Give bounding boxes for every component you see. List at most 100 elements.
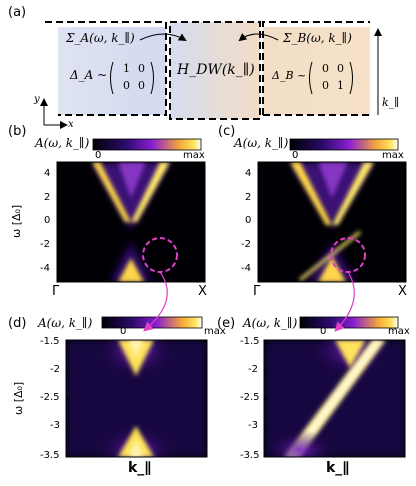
panel-b-label: (b) bbox=[8, 124, 27, 139]
panel-b-x-left: Γ bbox=[52, 284, 60, 299]
panel-d-ylabel: ω [Δ₀] bbox=[12, 381, 25, 415]
panel-b-ytick: -2 bbox=[40, 239, 50, 250]
panel-e-upper-band bbox=[335, 340, 366, 368]
panel-e-ytick: -1.5 bbox=[240, 336, 260, 347]
delta-a-label: Δ_A ~ bbox=[70, 68, 108, 82]
panel-d-ytick: -3 bbox=[50, 420, 60, 431]
panel-c-ytick: 0 bbox=[245, 215, 252, 226]
panel-a bbox=[40, 21, 382, 129]
panel-c-x-right: X bbox=[398, 284, 407, 299]
panel-e-ytick: -3 bbox=[248, 420, 258, 431]
panel-c-ytick: -2 bbox=[241, 239, 251, 250]
panel-e-cb-max: max bbox=[388, 326, 410, 337]
panel-e-xlabel: k_∥ bbox=[326, 460, 350, 476]
panel-d-lower-core bbox=[128, 440, 144, 457]
panel-e-ytick: -2.5 bbox=[240, 392, 260, 403]
panel-e-colorbar bbox=[299, 316, 399, 329]
panel-c-x-left: Γ bbox=[253, 284, 261, 299]
zoom-arrow-b-to-d bbox=[143, 271, 168, 332]
h-dw-label: H_DW(k_∥) bbox=[177, 62, 255, 78]
matrix-a-bracket-left bbox=[110, 61, 114, 95]
panel-e-ytick: -2 bbox=[248, 364, 258, 375]
sigma-a-label: Σ_A(ω, k_∥) bbox=[66, 31, 135, 45]
panel-c-yticks bbox=[258, 174, 262, 271]
matrix-a-entry: 0 bbox=[123, 79, 130, 92]
arrow-sigma-a bbox=[139, 33, 187, 42]
panel-c-upper-band-left bbox=[290, 162, 332, 225]
panel-d-cb-max: max bbox=[204, 326, 226, 337]
region-b-border bbox=[262, 21, 370, 116]
panel-e-bottom-glow bbox=[265, 430, 335, 457]
panel-d-plot bbox=[66, 340, 207, 457]
panel-b-ytick: 4 bbox=[44, 168, 51, 179]
matrix-a-bracket-right bbox=[150, 61, 154, 95]
region-dw-border bbox=[169, 21, 261, 120]
panel-b-ytick: 0 bbox=[44, 215, 51, 226]
panel-c-colorbar-title: A(ω, k_∥) bbox=[234, 136, 289, 150]
matrix-a-entry: 0 bbox=[138, 79, 145, 92]
axis-x-label: x bbox=[68, 119, 74, 130]
panel-e-colorbar-title: A(ω, k_∥) bbox=[243, 316, 298, 330]
panel-b-ylabel: ω [Δ₀] bbox=[10, 204, 23, 238]
panel-e-yticks bbox=[264, 342, 268, 428]
panel-d-label: (d) bbox=[8, 316, 27, 331]
panel-b-colorbar-title: A(ω, k_∥) bbox=[35, 136, 90, 150]
delta-b-label: Δ_B ~ bbox=[272, 69, 307, 82]
panel-e-plot bbox=[264, 340, 405, 457]
matrix-a: 1 0 0 0 bbox=[119, 60, 149, 94]
matrix-b-entry: 0 bbox=[337, 62, 344, 75]
panel-e-ytick: -3.5 bbox=[240, 450, 260, 461]
matrix-b-entry: 0 bbox=[322, 79, 329, 92]
matrix-b-bracket-left bbox=[309, 61, 313, 95]
matrix-b-entry: 0 bbox=[322, 62, 329, 75]
matrix-a-entry: 0 bbox=[138, 62, 145, 75]
k-par-label: k_∥ bbox=[382, 96, 400, 109]
panel-c-plot bbox=[258, 162, 406, 282]
panel-c-upper-band-right bbox=[332, 162, 374, 225]
panel-d-ytick: -2 bbox=[50, 364, 60, 375]
matrix-b-entry: 1 bbox=[337, 79, 344, 92]
panel-c-ytick: -4 bbox=[241, 263, 251, 274]
panel-c-crossing-state bbox=[299, 230, 361, 282]
panel-a-label: (a) bbox=[8, 5, 27, 20]
axis-y-label: y bbox=[34, 94, 40, 105]
panel-d-cb-min: 0 bbox=[120, 326, 127, 337]
panel-c-label: (c) bbox=[218, 124, 236, 139]
panel-d-colorbar bbox=[101, 316, 203, 329]
panel-c-ytick: 2 bbox=[245, 192, 252, 203]
panel-b-cb-max: max bbox=[183, 150, 205, 161]
sigma-b-label: Σ_B(ω, k_∥) bbox=[283, 31, 352, 45]
panel-b-plot bbox=[57, 162, 205, 282]
panel-d-ytick: -2.5 bbox=[40, 392, 60, 403]
panel-e-diagonal-core bbox=[290, 340, 381, 457]
panel-b-x-right: X bbox=[198, 284, 207, 299]
region-a bbox=[58, 27, 166, 115]
region-a-border bbox=[45, 21, 167, 116]
arrow-sigma-b bbox=[238, 33, 279, 42]
matrix-b-bracket-right bbox=[349, 61, 353, 95]
panel-b-lower-band bbox=[118, 258, 144, 282]
panel-d-xlabel: k_∥ bbox=[128, 460, 152, 476]
panel-c-upper-inner bbox=[318, 162, 348, 198]
panel-b-cb-min: 0 bbox=[95, 150, 102, 161]
panel-b-ytick: 2 bbox=[44, 192, 51, 203]
panel-c-ytick: 4 bbox=[245, 168, 252, 179]
matrix-a-entry: 1 bbox=[123, 62, 130, 75]
panel-e-label: (e) bbox=[217, 316, 236, 331]
panel-d-colorbar-title: A(ω, k_∥) bbox=[38, 316, 93, 330]
zoom-arrow-c-to-e bbox=[334, 271, 355, 332]
matrix-b: 0 0 0 1 bbox=[318, 60, 348, 94]
panel-e-cb-min: 0 bbox=[320, 326, 327, 337]
panel-b-upper-inner bbox=[118, 162, 146, 198]
panel-c-colorbar bbox=[289, 138, 399, 151]
panel-b-colorbar bbox=[92, 138, 202, 151]
panel-d-yticks bbox=[66, 342, 70, 428]
panel-d-ytick: -1.5 bbox=[40, 336, 60, 347]
panel-d-ytick: -3.5 bbox=[40, 450, 60, 461]
panel-c-lower-band bbox=[318, 256, 346, 282]
panel-b-upper-band-right bbox=[131, 162, 170, 222]
panel-c-cb-max: max bbox=[382, 150, 404, 161]
panel-d-upper-core bbox=[128, 340, 144, 358]
panel-b-yticks bbox=[57, 174, 61, 271]
panel-b-ytick: -4 bbox=[40, 263, 50, 274]
